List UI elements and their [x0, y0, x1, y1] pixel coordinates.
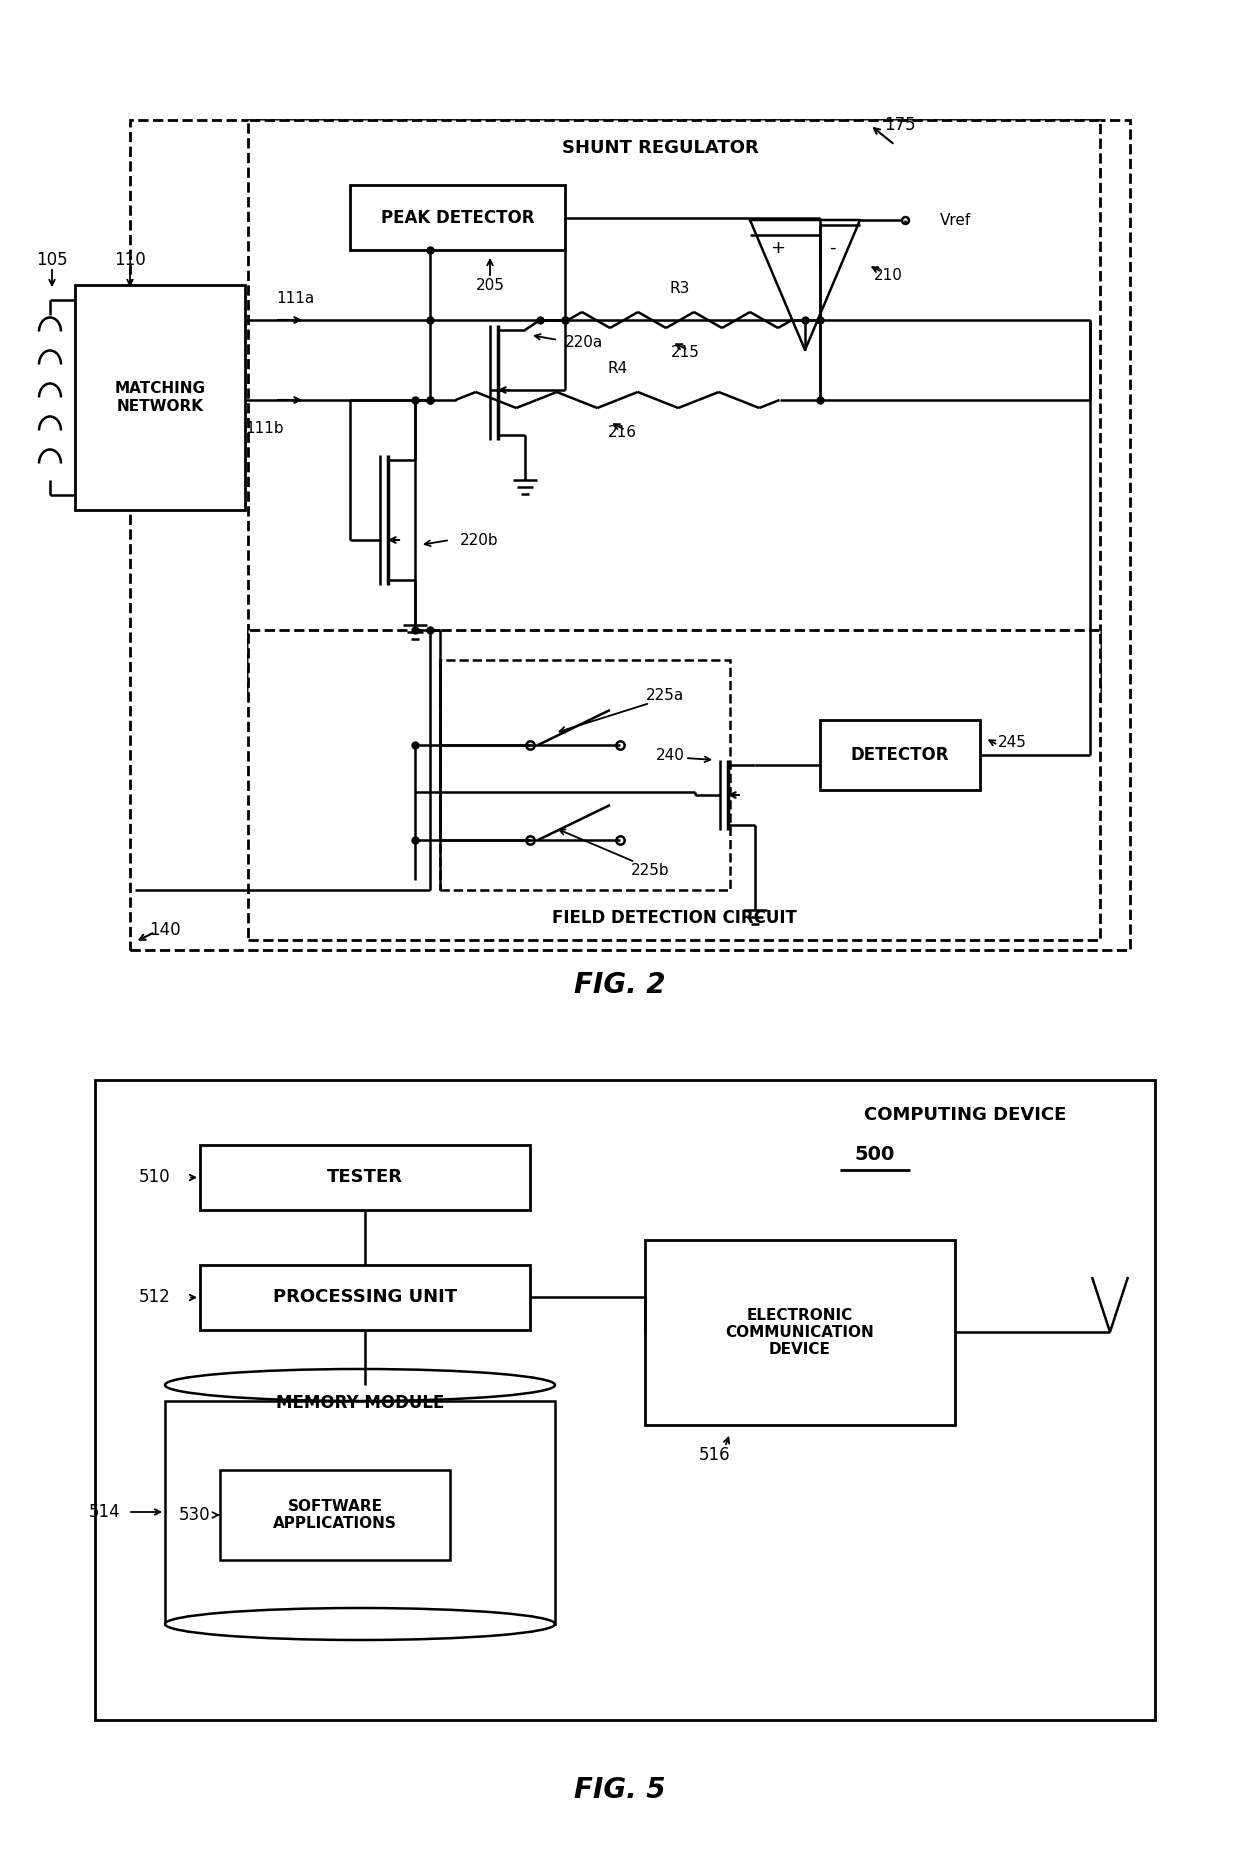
Text: R3: R3 — [670, 280, 691, 295]
Text: Vref: Vref — [940, 213, 971, 228]
Bar — [95, 1080, 1154, 1720]
Text: ELECTRONIC
COMMUNICATION
DEVICE: ELECTRONIC COMMUNICATION DEVICE — [725, 1308, 874, 1358]
Bar — [219, 1469, 450, 1560]
Text: 205: 205 — [476, 278, 505, 293]
Text: 210: 210 — [873, 267, 903, 282]
Text: FIG. 2: FIG. 2 — [574, 971, 666, 999]
Text: 175: 175 — [884, 117, 916, 133]
Text: 240: 240 — [656, 747, 684, 762]
Text: SHUNT REGULATOR: SHUNT REGULATOR — [562, 139, 759, 158]
Text: PROCESSING UNIT: PROCESSING UNIT — [273, 1288, 458, 1306]
Bar — [130, 120, 1130, 951]
Text: 220a: 220a — [565, 335, 603, 350]
Bar — [165, 1401, 556, 1623]
Text: 140: 140 — [149, 921, 181, 939]
Text: +: + — [770, 239, 785, 258]
Bar — [350, 185, 565, 250]
Text: PEAK DETECTOR: PEAK DETECTOR — [381, 209, 534, 226]
Text: 216: 216 — [608, 424, 637, 439]
Text: R4: R4 — [608, 361, 627, 376]
Text: 510: 510 — [139, 1169, 170, 1186]
Text: FIG. 5: FIG. 5 — [574, 1775, 666, 1805]
Text: SOFTWARE
APPLICATIONS: SOFTWARE APPLICATIONS — [273, 1499, 397, 1531]
Text: MEMORY MODULE: MEMORY MODULE — [275, 1393, 444, 1412]
Text: 530: 530 — [179, 1506, 210, 1523]
Text: DETECTOR: DETECTOR — [851, 747, 950, 763]
Text: 514: 514 — [88, 1503, 120, 1521]
Ellipse shape — [165, 1608, 556, 1640]
Bar — [200, 1145, 529, 1210]
Text: MATCHING
NETWORK: MATCHING NETWORK — [114, 382, 206, 413]
Text: FIELD DETECTION CIRCUIT: FIELD DETECTION CIRCUIT — [552, 910, 796, 926]
Bar — [440, 660, 730, 889]
Bar — [645, 1240, 955, 1425]
Text: COMPUTING DEVICE: COMPUTING DEVICE — [864, 1106, 1066, 1125]
Text: 110: 110 — [114, 250, 146, 269]
Text: 245: 245 — [998, 734, 1027, 749]
Text: 220b: 220b — [460, 532, 498, 547]
Bar — [248, 120, 1100, 695]
Text: TESTER: TESTER — [327, 1169, 403, 1186]
Text: 516: 516 — [699, 1445, 730, 1464]
Bar — [200, 1266, 529, 1330]
Text: 225b: 225b — [631, 862, 670, 878]
Bar — [820, 721, 980, 789]
Ellipse shape — [165, 1369, 556, 1401]
Bar — [74, 285, 246, 510]
Text: 111a: 111a — [275, 291, 314, 306]
Text: -: - — [828, 239, 836, 258]
Text: 215: 215 — [671, 345, 699, 359]
Text: 225a: 225a — [646, 687, 684, 702]
Text: 111b: 111b — [246, 421, 284, 435]
Text: 105: 105 — [36, 250, 68, 269]
Bar — [248, 630, 1100, 939]
Text: 500: 500 — [854, 1145, 895, 1164]
Text: 512: 512 — [138, 1288, 170, 1306]
